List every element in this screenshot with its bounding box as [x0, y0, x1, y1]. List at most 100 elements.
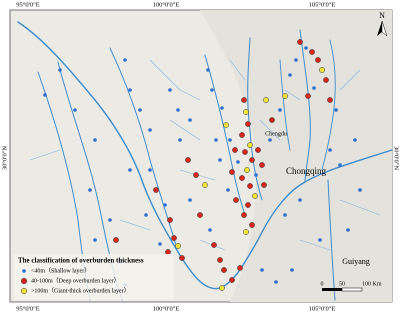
site-marker — [138, 108, 142, 112]
site-marker — [148, 128, 152, 132]
site-marker — [327, 97, 333, 103]
site-marker — [123, 58, 127, 62]
site-marker — [255, 147, 261, 153]
scale-segment — [341, 287, 363, 292]
site-marker — [290, 268, 294, 272]
site-marker — [208, 228, 212, 232]
site-marker — [261, 182, 267, 188]
graticule-label: 30°0'0"N — [1, 146, 8, 170]
graticule-label: 105°0'0"E — [309, 1, 336, 8]
site-marker — [217, 257, 223, 263]
site-marker — [43, 93, 47, 97]
site-marker — [268, 138, 272, 142]
site-marker — [158, 242, 162, 246]
site-marker — [263, 97, 269, 103]
site-marker — [269, 117, 275, 123]
site-markers — [43, 39, 362, 291]
site-marker — [144, 213, 148, 217]
site-marker — [229, 169, 235, 175]
graticule-label: 30°0'0"N — [393, 146, 400, 170]
site-marker — [165, 249, 171, 255]
graticule-label: 95°0'0"E — [16, 1, 39, 8]
site-marker — [218, 158, 222, 162]
site-marker — [298, 198, 302, 202]
site-marker — [318, 238, 322, 242]
site-marker — [128, 88, 132, 92]
legend: The classification of overburden thickne… — [14, 254, 174, 300]
scale-label: 0 — [321, 281, 324, 287]
site-marker — [128, 168, 132, 172]
site-marker — [346, 228, 350, 232]
site-marker — [232, 147, 238, 153]
site-marker — [245, 121, 251, 127]
site-marker — [239, 132, 245, 138]
site-marker — [220, 106, 224, 110]
legend-label: <40m（Shallow layer） — [31, 267, 90, 274]
site-marker — [353, 138, 357, 142]
site-marker — [278, 108, 282, 112]
site-marker — [163, 203, 167, 207]
site-marker — [228, 138, 232, 142]
site-marker — [221, 267, 227, 273]
site-marker — [338, 163, 342, 167]
site-marker — [260, 268, 264, 272]
site-marker — [241, 97, 247, 103]
site-marker — [210, 88, 214, 92]
site-marker — [305, 93, 311, 99]
site-marker — [309, 49, 315, 55]
site-marker — [328, 148, 332, 152]
site-marker — [249, 157, 255, 163]
site-marker — [247, 142, 253, 148]
legend-swatch — [20, 287, 28, 295]
legend-swatch — [22, 269, 26, 273]
site-marker — [113, 237, 119, 243]
site-marker — [247, 183, 253, 189]
site-marker — [288, 73, 292, 77]
site-marker — [323, 77, 329, 83]
site-marker — [193, 172, 199, 178]
site-marker — [254, 173, 258, 177]
place-label: Chongqing — [286, 166, 327, 176]
site-marker — [239, 175, 245, 181]
site-marker — [283, 213, 287, 217]
site-marker — [243, 109, 249, 115]
north-arrow: N — [377, 11, 388, 37]
site-marker — [171, 235, 177, 241]
site-marker — [237, 265, 243, 271]
legend-swatch — [20, 277, 28, 285]
legend-title: The classification of overburden thickne… — [18, 257, 144, 265]
site-marker — [242, 149, 248, 155]
place-label: Guiyang — [342, 257, 370, 266]
site-marker — [312, 86, 316, 90]
site-marker — [282, 93, 288, 99]
site-marker — [176, 108, 180, 112]
site-marker — [188, 198, 192, 202]
site-marker — [243, 229, 249, 235]
site-marker — [297, 39, 303, 45]
site-marker — [148, 168, 152, 172]
site-marker — [73, 108, 77, 112]
scale-label: 100 Km — [362, 281, 382, 287]
site-marker — [236, 160, 240, 164]
site-marker — [88, 188, 92, 192]
site-marker — [93, 138, 97, 142]
legend-box — [14, 254, 174, 300]
site-marker — [175, 243, 181, 249]
graticule-label: 95°0'0"E — [16, 305, 39, 312]
site-marker — [219, 285, 225, 291]
site-marker — [206, 68, 210, 72]
site-marker — [358, 188, 362, 192]
site-marker — [108, 218, 112, 222]
graticule-label: 100°0'0"E — [153, 305, 180, 312]
site-marker — [153, 187, 159, 193]
north-arrow-half — [377, 21, 382, 36]
graticule-label: 105°0'0"E — [309, 305, 336, 312]
site-marker — [249, 222, 255, 228]
site-marker — [304, 46, 308, 50]
site-marker — [223, 122, 229, 128]
scale-bar: 0 50 100 Km — [321, 281, 382, 292]
site-marker — [202, 182, 208, 188]
site-marker — [58, 68, 62, 72]
site-marker — [294, 58, 298, 62]
